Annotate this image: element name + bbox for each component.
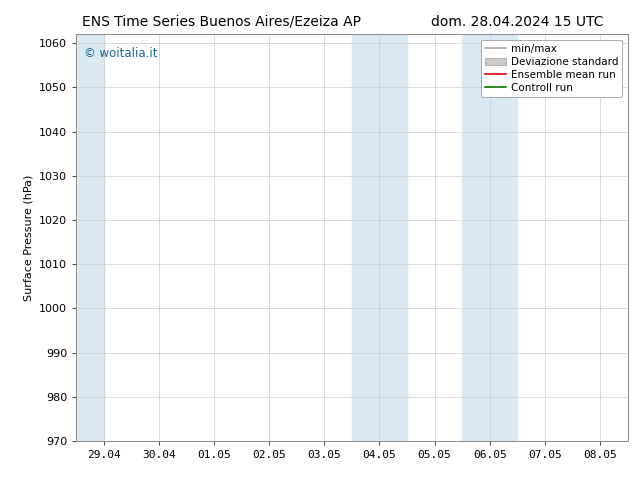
Text: © woitalia.it: © woitalia.it bbox=[84, 47, 158, 59]
Y-axis label: Surface Pressure (hPa): Surface Pressure (hPa) bbox=[23, 174, 34, 301]
Bar bbox=[76, 34, 103, 441]
Bar bbox=[462, 34, 517, 441]
Text: ENS Time Series Buenos Aires/Ezeiza AP: ENS Time Series Buenos Aires/Ezeiza AP bbox=[82, 15, 361, 29]
Text: dom. 28.04.2024 15 UTC: dom. 28.04.2024 15 UTC bbox=[431, 15, 604, 29]
Bar bbox=[352, 34, 407, 441]
Legend: min/max, Deviazione standard, Ensemble mean run, Controll run: min/max, Deviazione standard, Ensemble m… bbox=[481, 40, 623, 97]
